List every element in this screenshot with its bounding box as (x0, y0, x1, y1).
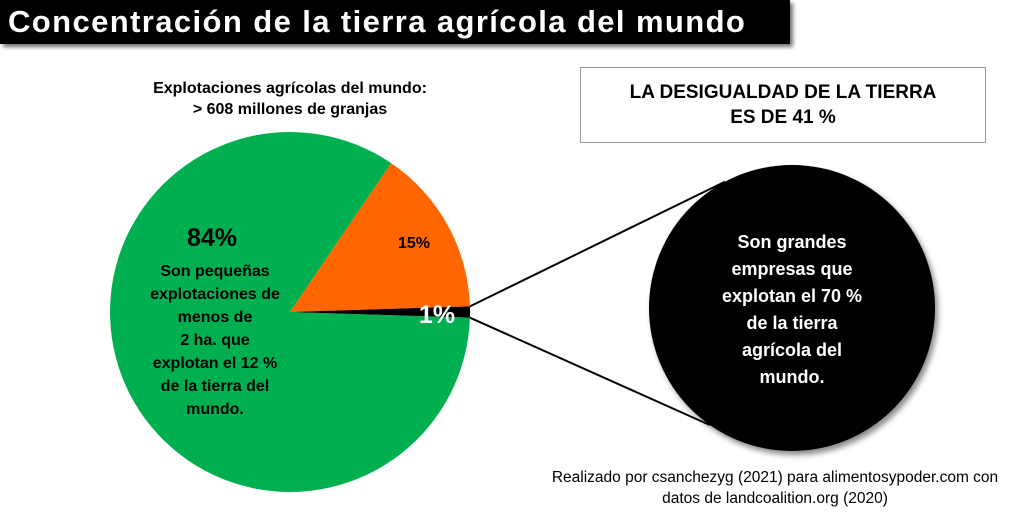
source-credit: Realizado por csanchezyg (2021) para ali… (530, 467, 1020, 509)
credit-line-1: Realizado por csanchezyg (2021) para ali… (551, 469, 999, 486)
large-companies-description-line: Son grandes (737, 232, 846, 252)
pie-labels: 84% Son pequeñas explotaciones de menos de 2… (150, 224, 862, 418)
inequality-callout-box: LA DESIGUALDAD DE LA TIERRA ES DE 41 % (580, 67, 986, 143)
zoom-detail-circle (649, 165, 935, 451)
small-farms-description-line: 2 ha. que (180, 332, 249, 349)
large-companies-description-line: empresas que (731, 259, 852, 279)
pie-slice-medium-farms (290, 163, 470, 312)
subtitle-line-1: Explotaciones agrícolas del mundo: (153, 80, 427, 97)
large-companies-description-line: mundo. (760, 367, 825, 387)
credit-line-2: datos de landcoalition.org (2020) (662, 490, 888, 507)
slice-label-small-farms: 84% (187, 224, 237, 252)
small-farms-description-line: menos de (178, 309, 253, 326)
chart-subtitle: Explotaciones agrícolas del mundo: > 608… (120, 78, 460, 120)
large-companies-description-line: explotan el 70 % (722, 286, 862, 306)
zoom-connector-top (469, 180, 726, 308)
small-farms-description-line: Son pequeñas (160, 263, 269, 280)
small-farms-description-line: explotaciones de (150, 286, 280, 303)
zoom-connector-bottom (469, 316, 711, 427)
callout-line-2: ES DE 41 % (730, 107, 836, 128)
slice-label-medium-farms: 15% (398, 235, 430, 252)
large-companies-description-line: de la tierra (746, 313, 838, 333)
slice-label-large-companies: 1% (419, 301, 455, 329)
small-farms-description-line: de la tierra del (161, 378, 270, 395)
pie-slice-large-companies (290, 306, 471, 318)
pie-slices (110, 132, 471, 493)
small-farms-description-line: mundo. (186, 401, 244, 418)
pie-slice-small-farms (110, 132, 470, 493)
subtitle-line-2: > 608 millones de granjas (192, 101, 388, 118)
small-farms-description-line: explotan el 12 % (153, 355, 278, 372)
callout-line-1: LA DESIGUALDAD DE LA TIERRA (629, 82, 937, 103)
large-companies-description-line: agrícola del (742, 340, 842, 360)
page-title: Concentración de la tierra agrícola del … (0, 0, 790, 44)
